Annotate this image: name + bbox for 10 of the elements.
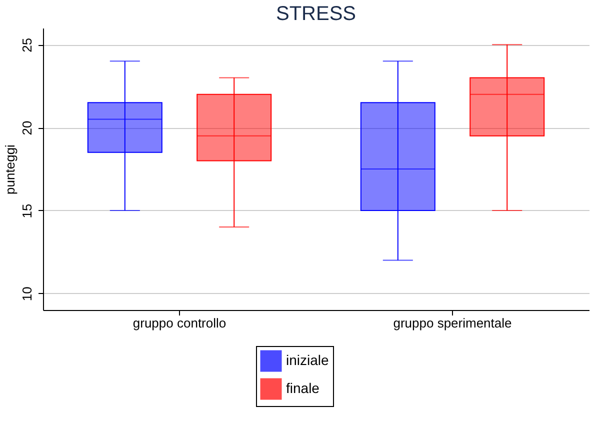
legend-label: finale (286, 380, 320, 396)
legend-label: iniziale (286, 352, 330, 368)
y-axis-title: punteggi (2, 144, 18, 194)
y-tick-label: 25 (20, 38, 34, 52)
x-tick-label: gruppo sperimentale (393, 316, 512, 330)
y-tick-label: 20 (20, 120, 34, 136)
x-tick-label: gruppo controllo (132, 316, 226, 330)
y-tick-label: 10 (20, 286, 34, 302)
chart-title: STRESS (276, 3, 356, 25)
y-tick-label: 15 (20, 204, 34, 218)
